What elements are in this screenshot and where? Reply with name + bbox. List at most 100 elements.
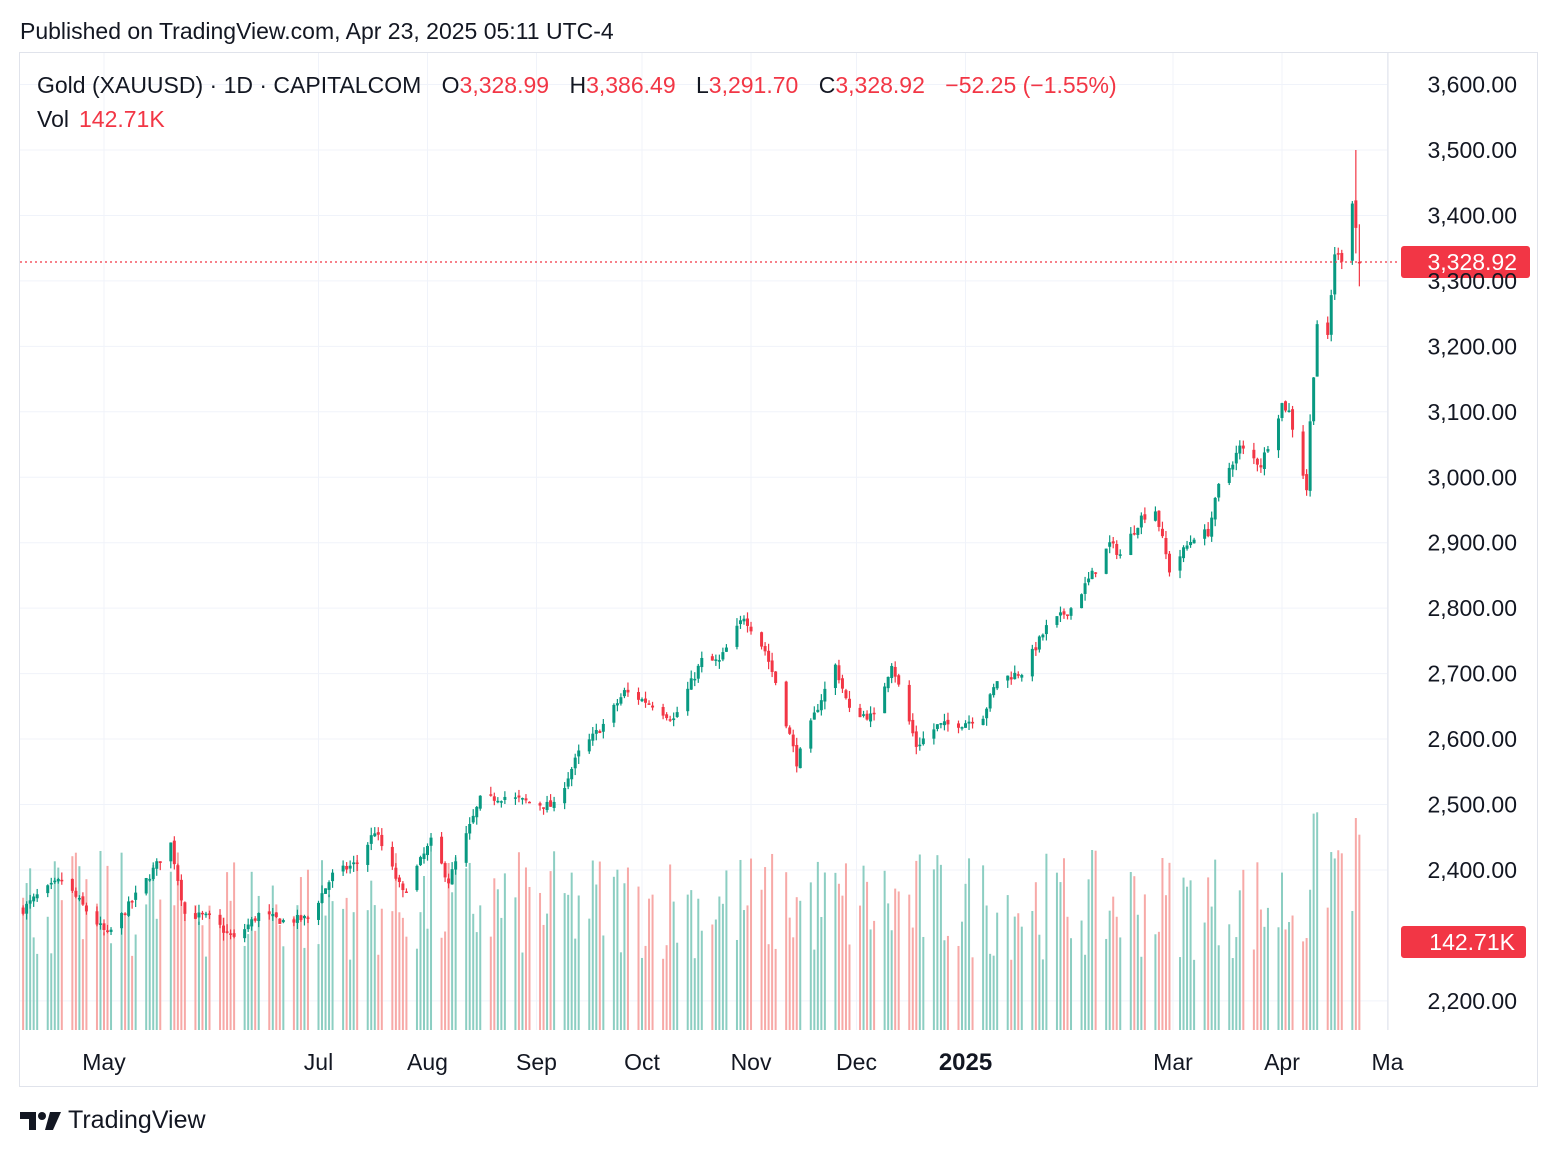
volume-bar <box>1143 894 1146 1030</box>
candle-body <box>53 880 57 883</box>
candle-body <box>222 925 226 933</box>
volume-bar <box>296 905 299 1030</box>
volume-bar <box>173 905 176 1030</box>
volume-bar <box>352 912 355 1030</box>
candle-body <box>1044 625 1048 635</box>
volume-bar <box>145 904 148 1030</box>
candle-body <box>155 861 159 869</box>
volume-bar <box>844 863 847 1030</box>
volume-bars <box>22 812 1361 1030</box>
volume-bar <box>32 937 35 1030</box>
volume-bar <box>324 915 327 1030</box>
candle-body <box>661 706 665 716</box>
volume-bar <box>1351 911 1354 1030</box>
volume-bar <box>233 862 236 1030</box>
candle-body <box>232 933 236 937</box>
candle-body <box>1136 527 1140 535</box>
volume-bar <box>897 891 900 1030</box>
candle-body <box>229 933 233 935</box>
volume-bar <box>574 938 577 1030</box>
volume-bar <box>489 936 492 1030</box>
candle-body <box>1206 528 1210 537</box>
candle-body <box>74 890 78 897</box>
candle-body <box>32 896 36 902</box>
volume-bar <box>665 945 668 1030</box>
volume-bar <box>721 903 724 1030</box>
candle-body <box>573 757 577 769</box>
candle-body <box>345 865 349 870</box>
candle-body <box>946 719 950 725</box>
candle-body <box>724 647 728 652</box>
candle-body <box>1087 578 1091 583</box>
volume-bar <box>1354 818 1357 1030</box>
volume-bar <box>908 894 911 1030</box>
candle-body <box>844 690 848 699</box>
volume-bar <box>961 921 964 1030</box>
candle-body <box>475 806 479 818</box>
candle-body <box>872 712 876 715</box>
volume-bar <box>1214 859 1217 1030</box>
candle-body <box>1069 608 1073 616</box>
volume-bar <box>591 860 594 1030</box>
symbol-title[interactable]: Gold (XAUUSD) · 1D · CAPITALCOM <box>37 72 422 98</box>
candle-body <box>1241 445 1245 449</box>
volume-bar <box>479 905 482 1030</box>
candle-body <box>689 678 693 690</box>
volume-bar <box>619 952 622 1030</box>
candle-body <box>148 879 152 881</box>
volume-bar <box>932 869 935 1030</box>
volume-bar <box>911 927 914 1030</box>
volume-bar <box>1291 915 1294 1030</box>
candle-body <box>1041 634 1045 638</box>
candle-body <box>911 719 915 734</box>
last-volume-badge <box>1401 926 1526 958</box>
candle-body <box>123 913 127 915</box>
candle-body <box>56 879 60 882</box>
candle-body <box>710 656 714 661</box>
date-tick-label: Mar <box>1153 1049 1193 1075</box>
candle-body <box>1262 452 1266 469</box>
volume-bar <box>651 894 654 1030</box>
volume-label[interactable]: Vol <box>37 106 69 132</box>
candle-body <box>918 744 922 747</box>
candle-body <box>601 723 605 732</box>
candle-body <box>35 894 39 899</box>
date-tick-label: Aug <box>407 1049 448 1075</box>
candle-body <box>331 872 335 882</box>
volume-bar <box>426 928 429 1030</box>
volume-bar <box>711 924 714 1030</box>
candle-body <box>644 698 648 703</box>
volume-bar <box>799 900 802 1030</box>
candle-body <box>693 678 697 681</box>
volume-bar <box>971 957 974 1030</box>
price-tick-label: 2,900.00 <box>1427 530 1517 556</box>
candle-body <box>1055 616 1059 625</box>
volume-bar <box>816 861 819 1030</box>
candle-body <box>812 712 816 720</box>
volume-bar <box>546 913 549 1030</box>
volume-bar <box>1256 862 1259 1030</box>
volume-bar <box>714 919 717 1030</box>
volume-bar <box>774 948 777 1030</box>
volume-bar <box>1186 886 1189 1030</box>
volume-bar <box>176 852 179 1030</box>
candle-body <box>1259 465 1263 468</box>
candle-body <box>193 913 197 919</box>
candle-body <box>622 690 626 697</box>
volume-bar <box>1066 916 1069 1030</box>
volume-bar <box>595 884 598 1030</box>
candle-body <box>1104 548 1108 574</box>
candle-body <box>1350 203 1354 261</box>
candle-body <box>348 865 352 869</box>
volume-bar <box>422 875 425 1030</box>
volume-bar <box>1242 869 1245 1030</box>
volume-bar <box>415 948 418 1030</box>
candle-body <box>788 727 792 734</box>
volume-bar <box>282 946 285 1030</box>
volume-bar <box>454 857 457 1030</box>
tradingview-logo[interactable]: TradingView <box>20 1106 206 1135</box>
candle-body <box>714 659 718 661</box>
volume-bar <box>1154 934 1157 1030</box>
volume-bar <box>99 850 102 1030</box>
